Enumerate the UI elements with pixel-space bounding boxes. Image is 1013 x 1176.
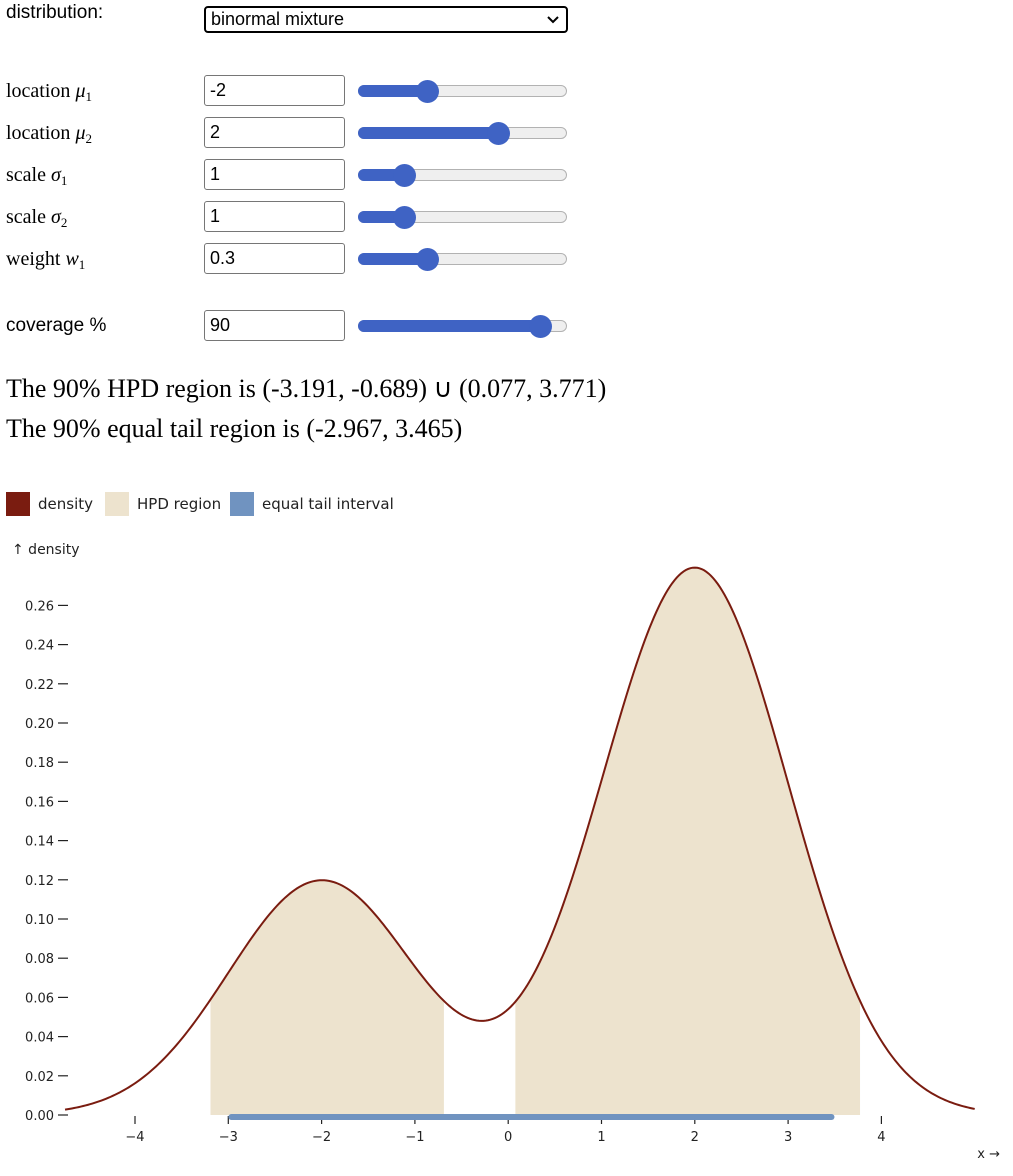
param-input-location-mu2[interactable] [204, 117, 345, 148]
y-tick-label: 0.04 [25, 1031, 54, 1046]
y-axis: 0.00 0.02 0.04 0.06 0.08 0.10 0.12 0.14 0.16 0.18… [25, 599, 68, 1124]
legend-swatch-equal-tail-interval [230, 492, 254, 516]
slider-fill [358, 169, 404, 181]
distribution-row: distribution: binormal mixture [6, 2, 1006, 38]
param-symbol: μ [75, 80, 86, 102]
param-input-weight-w1[interactable] [204, 243, 345, 274]
param-slider-location-mu1[interactable] [358, 80, 567, 103]
slider-fill [358, 85, 427, 97]
hpd-region-text: The 90% HPD region is (-3.191, -0.689) ∪… [6, 374, 607, 403]
coverage-row: coverage % [6, 310, 1006, 342]
param-subscript: 2 [85, 131, 92, 146]
y-axis-label: ↑ density [12, 542, 80, 558]
y-tick-label: 0.08 [25, 952, 54, 967]
param-subscript: 1 [60, 173, 68, 188]
param-slider-scale-sigma1[interactable] [358, 164, 567, 187]
x-tick-label: 2 [691, 1130, 699, 1145]
distribution-label: distribution: [6, 2, 104, 23]
param-input-scale-sigma2[interactable] [204, 201, 345, 232]
x-tick-label: −4 [125, 1130, 144, 1145]
slider-fill [358, 253, 427, 265]
param-label: weight w1 [6, 243, 85, 281]
legend-swatch-density [6, 492, 30, 516]
hpd-region-area-1 [210, 880, 444, 1115]
param-name: location [6, 122, 71, 144]
param-name: weight [6, 248, 61, 270]
x-tick-label: −2 [312, 1130, 331, 1145]
param-symbol: σ [50, 164, 61, 186]
hpd-region-layer [210, 567, 861, 1115]
slider-thumb[interactable] [415, 248, 439, 271]
y-tick-label: 0.18 [25, 756, 54, 771]
y-tick-label: 0.00 [25, 1109, 54, 1124]
x-tick-label: −3 [219, 1130, 238, 1145]
param-label: location μ1 [6, 75, 92, 113]
param-label: location μ2 [6, 117, 92, 155]
chevron-down-icon [546, 8, 560, 38]
param-subscript: 1 [78, 257, 86, 272]
coverage-slider[interactable] [358, 315, 567, 338]
x-tick-label: −1 [405, 1130, 424, 1145]
slider-thumb[interactable] [392, 164, 416, 187]
y-tick-label: 0.16 [25, 795, 54, 810]
param-label: scale σ2 [6, 201, 67, 239]
slider-thumb[interactable] [487, 122, 511, 145]
y-tick-label: 0.24 [25, 639, 54, 654]
coverage-label: coverage % [6, 315, 107, 336]
coverage-input[interactable] [204, 310, 345, 341]
slider-fill [358, 127, 499, 139]
param-symbol: w [65, 248, 79, 270]
legend-label-equal-tail-interval: equal tail interval [262, 495, 394, 513]
param-row-scale-sigma1: scale σ1 [6, 159, 1006, 191]
param-slider-weight-w1[interactable] [358, 248, 567, 271]
x-tick-label: 0 [504, 1130, 512, 1145]
slider-fill [358, 320, 540, 332]
param-row-location-mu1: location μ1 [6, 75, 1006, 107]
param-input-scale-sigma1[interactable] [204, 159, 345, 190]
equal-tail-region-text: The 90% equal tail region is (-2.967, 3.… [6, 414, 463, 443]
param-subscript: 1 [85, 89, 92, 104]
param-row-location-mu2: location μ2 [6, 117, 1006, 149]
param-row-weight-w1: weight w1 [6, 243, 1006, 275]
slider-thumb[interactable] [528, 315, 552, 338]
slider-fill [358, 211, 404, 223]
param-subscript: 2 [60, 215, 68, 230]
y-tick-label: 0.06 [25, 991, 54, 1006]
param-slider-location-mu2[interactable] [358, 122, 567, 145]
y-tick-label: 0.26 [25, 599, 54, 614]
param-row-scale-sigma2: scale σ2 [6, 201, 1006, 233]
legend-label-hpd-region: HPD region [137, 495, 222, 513]
y-tick-label: 0.14 [25, 835, 54, 850]
param-name: location [6, 80, 71, 102]
distribution-selected-value: binormal mixture [211, 9, 345, 29]
param-slider-scale-sigma2[interactable] [358, 206, 567, 229]
x-axis-label: x → [977, 1147, 1000, 1162]
param-name: scale [6, 206, 46, 228]
y-tick-label: 0.22 [25, 678, 54, 693]
param-symbol: μ [75, 122, 86, 144]
x-tick-label: 1 [597, 1130, 605, 1145]
param-label: scale σ1 [6, 159, 67, 197]
y-tick-label: 0.20 [25, 717, 54, 732]
distribution-select[interactable]: binormal mixture [204, 6, 568, 33]
hpd-region-area-2 [515, 567, 861, 1115]
density-chart: ↑ density x → 0.000.020.040.060.080.100.… [12, 542, 1000, 1162]
param-input-location-mu1[interactable] [204, 75, 345, 106]
param-name: scale [6, 164, 46, 186]
x-axis: −4 −3 −2 −1 0 1 2 3 4 [125, 1116, 886, 1145]
legend-swatch-hpd-region [105, 492, 129, 516]
y-tick-label: 0.10 [25, 913, 54, 928]
slider-thumb[interactable] [392, 206, 416, 229]
slider-thumb[interactable] [415, 80, 439, 103]
param-symbol: σ [50, 206, 61, 228]
y-tick-label: 0.02 [25, 1070, 54, 1085]
x-tick-label: 4 [877, 1130, 885, 1145]
y-tick-label: 0.12 [25, 874, 54, 889]
density-line [64, 566, 975, 1111]
x-tick-label: 3 [784, 1130, 792, 1145]
legend-label-density: density [38, 495, 93, 513]
